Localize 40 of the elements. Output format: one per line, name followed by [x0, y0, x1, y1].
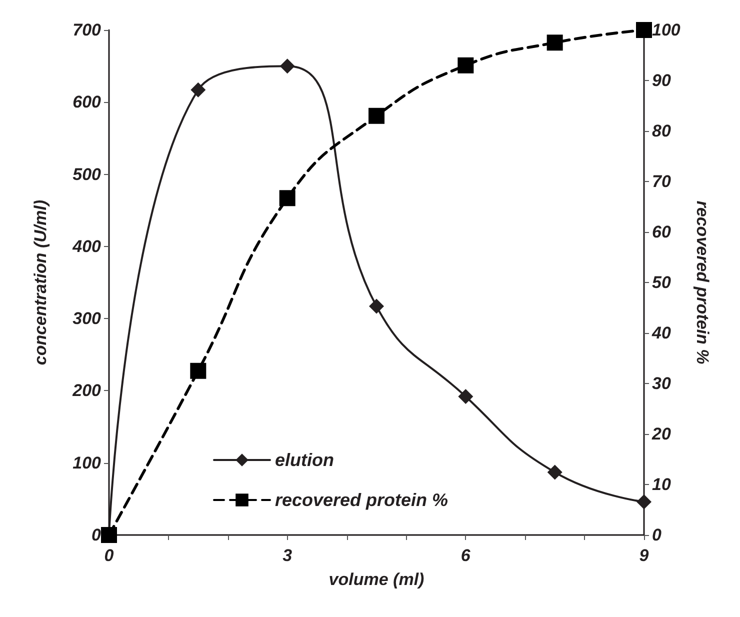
y2-axis-title: recovered protein % [693, 200, 712, 364]
point [546, 34, 563, 51]
y2-tick-label: 10 [652, 475, 672, 494]
y2-tick-label: 30 [652, 374, 672, 393]
y2-tick-label: 20 [651, 424, 672, 444]
point [280, 58, 295, 74]
legend-label: elution [275, 450, 334, 470]
y2-tick-label: 90 [652, 71, 672, 90]
y-tick-label: 700 [72, 20, 102, 40]
y-tick-label: 500 [72, 164, 102, 184]
y-axis-title: concentration (U/ml) [31, 200, 50, 366]
y2-tick-label: 70 [652, 172, 672, 191]
y2-tick-label: 40 [651, 324, 672, 342]
y-tick-label: 400 [72, 236, 102, 256]
y-tick-label: 0 [92, 526, 102, 544]
y-tick-label: 600 [72, 92, 102, 112]
y-tick-label: 100 [72, 453, 102, 472]
y-tick-label: 200 [72, 381, 102, 400]
point [458, 388, 474, 404]
point [368, 108, 384, 124]
point [279, 190, 296, 206]
x-axis-title: volume (ml) [328, 570, 425, 589]
y2-tick-label: 100 [652, 20, 681, 40]
legend-label: recovered protein % [275, 490, 448, 510]
point [190, 82, 206, 98]
y-tick-label: 300 [72, 309, 102, 328]
x-tick-label: 0 [104, 546, 114, 565]
x-tick-label: 3 [282, 546, 293, 565]
x-tick-label: 9 [639, 546, 650, 565]
y2-tick-label: 60 [652, 222, 672, 242]
point [190, 362, 206, 379]
point [369, 298, 384, 314]
point [636, 22, 652, 38]
y2-tick-label: 80 [652, 122, 672, 140]
y2-tick-label: 0 [652, 526, 662, 544]
y2-tick-label: 50 [652, 273, 672, 292]
x-tick-label: 6 [460, 546, 471, 565]
point [636, 494, 652, 510]
point [547, 464, 562, 480]
point [458, 57, 474, 74]
